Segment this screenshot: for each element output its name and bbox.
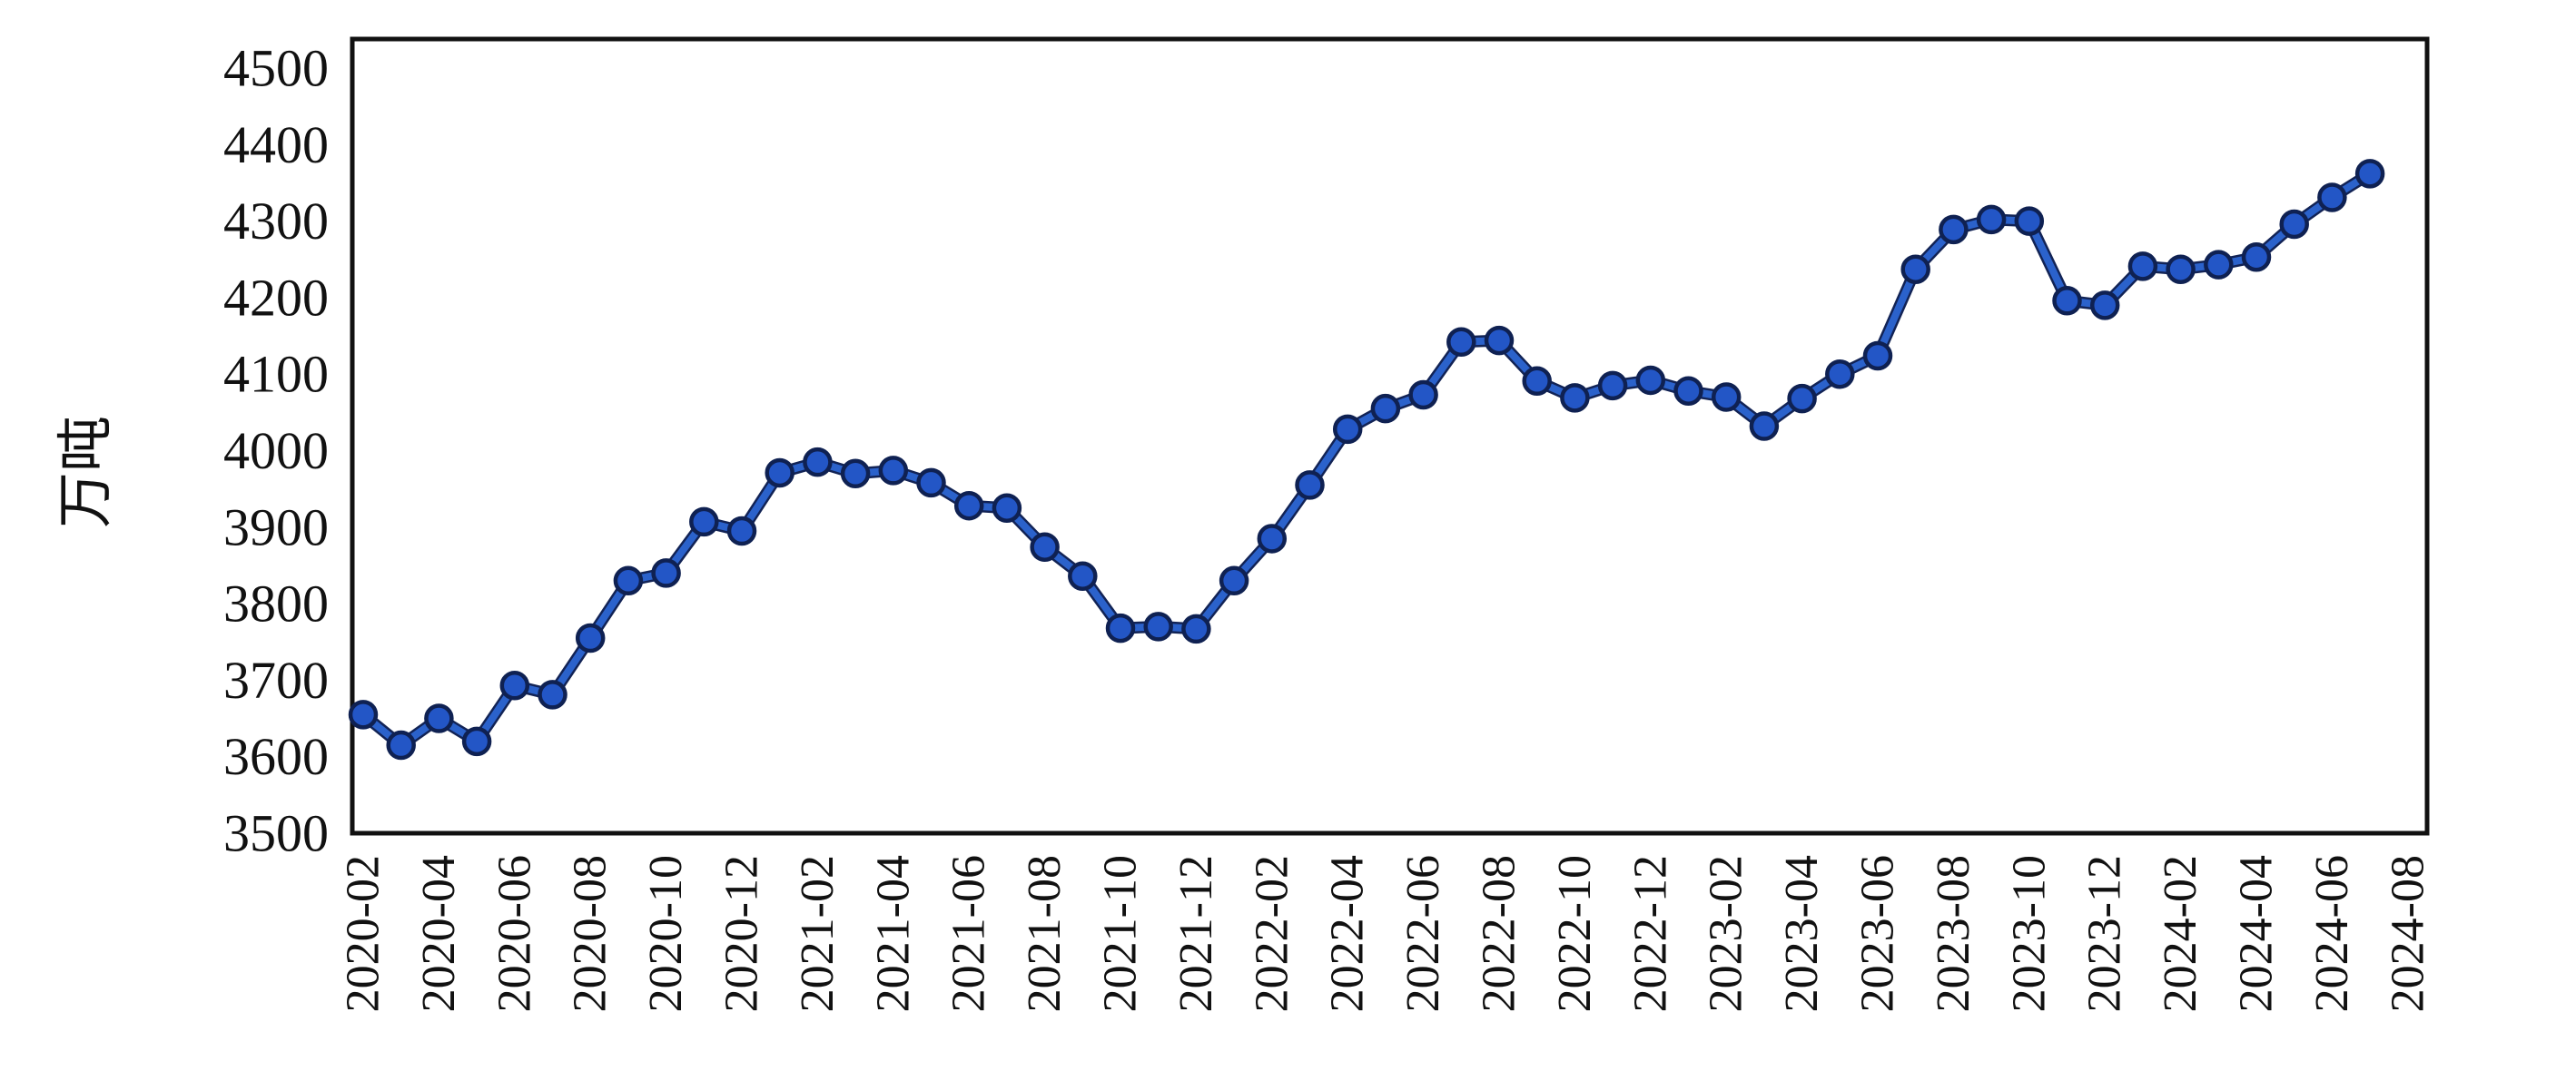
data-point (499, 671, 530, 701)
x-tick-label: 2023-06 (1852, 855, 1904, 1012)
y-tick-label: 4100 (223, 345, 329, 404)
data-point (1257, 524, 1288, 554)
x-tick-label: 2020-12 (716, 855, 768, 1012)
data-point (1446, 327, 1476, 358)
data-point (765, 457, 795, 488)
data-point (1560, 383, 1590, 413)
data-point (1295, 470, 1325, 500)
data-point (1181, 614, 1211, 644)
y-tick-label: 4300 (223, 192, 329, 251)
data-point (575, 623, 606, 653)
x-tick-label: 2022-04 (1322, 855, 1374, 1012)
data-point (2354, 159, 2385, 189)
x-tick-label: 2024-02 (2155, 855, 2206, 1012)
x-tick-label: 2023-08 (1928, 855, 1979, 1012)
x-tick-label: 2022-12 (1624, 855, 1676, 1012)
y-tick-label: 4200 (223, 268, 329, 327)
x-tick-label: 2020-10 (640, 855, 692, 1012)
x-tick-label: 2020-04 (413, 855, 465, 1012)
x-tick-label: 2023-10 (2003, 855, 2055, 1012)
x-tick-label: 2020-06 (489, 855, 540, 1012)
data-point (2089, 290, 2120, 320)
data-line (360, 170, 2374, 750)
x-tick-label: 2021-08 (1019, 855, 1071, 1012)
plot-border (350, 36, 2430, 836)
data-point (1749, 411, 1780, 441)
data-point (1939, 214, 1969, 245)
data-point (1900, 254, 1930, 284)
data-point (1597, 370, 1628, 401)
data-point (1408, 379, 1438, 410)
data-point (840, 458, 871, 489)
x-tick-label: 2024-04 (2231, 855, 2283, 1012)
data-point (1370, 393, 1401, 424)
x-tick-label: 2024-08 (2382, 855, 2433, 1012)
data-point (2317, 182, 2347, 212)
x-tick-label: 2021-06 (943, 855, 995, 1012)
data-point (1635, 365, 1666, 396)
y-tick-label: 4400 (223, 115, 329, 174)
y-tick-label: 4500 (223, 39, 329, 98)
data-point (953, 490, 984, 521)
y-tick-label: 4000 (223, 421, 329, 480)
data-point (651, 558, 681, 588)
data-point (348, 700, 379, 730)
data-point (1787, 383, 1817, 414)
y-tick-label: 3600 (223, 727, 329, 786)
data-point (1825, 359, 1855, 389)
data-point (2241, 241, 2272, 272)
data-point (726, 516, 757, 546)
x-tick-label: 2021-12 (1170, 855, 1222, 1012)
data-point (992, 493, 1022, 523)
data-point (1862, 340, 1893, 371)
data-point (2127, 251, 2158, 281)
data-point (1143, 612, 1173, 642)
data-point (1068, 561, 1098, 592)
data-point (613, 565, 644, 596)
x-tick-label: 2022-08 (1474, 855, 1525, 1012)
x-tick-label: 2021-02 (792, 855, 844, 1012)
x-tick-label: 2023-12 (2079, 855, 2131, 1012)
data-point (424, 703, 454, 733)
data-point (1711, 382, 1742, 412)
x-tick-label: 2020-02 (338, 855, 390, 1012)
data-point (386, 730, 416, 761)
data-point (2279, 209, 2309, 240)
data-point (1522, 366, 1552, 397)
data-point (2204, 250, 2234, 280)
x-tick-label: 2022-10 (1549, 855, 1601, 1012)
y-tick-label: 3900 (223, 497, 329, 556)
data-point (916, 467, 946, 498)
data-point (2014, 206, 2045, 236)
x-tick-label: 2024-06 (2306, 855, 2358, 1012)
data-point (689, 506, 719, 537)
y-axis-title: 万吨 (55, 416, 117, 528)
x-tick-label: 2021-04 (867, 855, 919, 1012)
x-tick-label: 2021-10 (1095, 855, 1147, 1012)
x-tick-label: 2023-02 (1701, 855, 1752, 1012)
x-tick-label: 2022-02 (1246, 855, 1298, 1012)
data-point (2166, 254, 2196, 284)
data-point (2052, 286, 2082, 316)
data-point (538, 680, 568, 710)
data-point (1484, 325, 1515, 356)
y-tick-label: 3500 (223, 804, 329, 863)
data-point (461, 726, 492, 757)
data-point (1219, 565, 1249, 596)
data-point (1976, 204, 2007, 235)
data-point (1673, 376, 1703, 406)
data-line-outline (357, 167, 2376, 752)
x-tick-label: 2023-04 (1776, 855, 1828, 1012)
y-tick-label: 3700 (223, 651, 329, 710)
data-point (1332, 414, 1363, 445)
y-tick-label: 3800 (223, 575, 329, 634)
x-tick-label: 2020-08 (565, 855, 617, 1012)
data-point (1030, 532, 1060, 562)
data-point (803, 447, 833, 477)
x-tick-label: 2022-06 (1397, 855, 1449, 1012)
data-point (878, 456, 909, 486)
data-point (1105, 613, 1136, 644)
